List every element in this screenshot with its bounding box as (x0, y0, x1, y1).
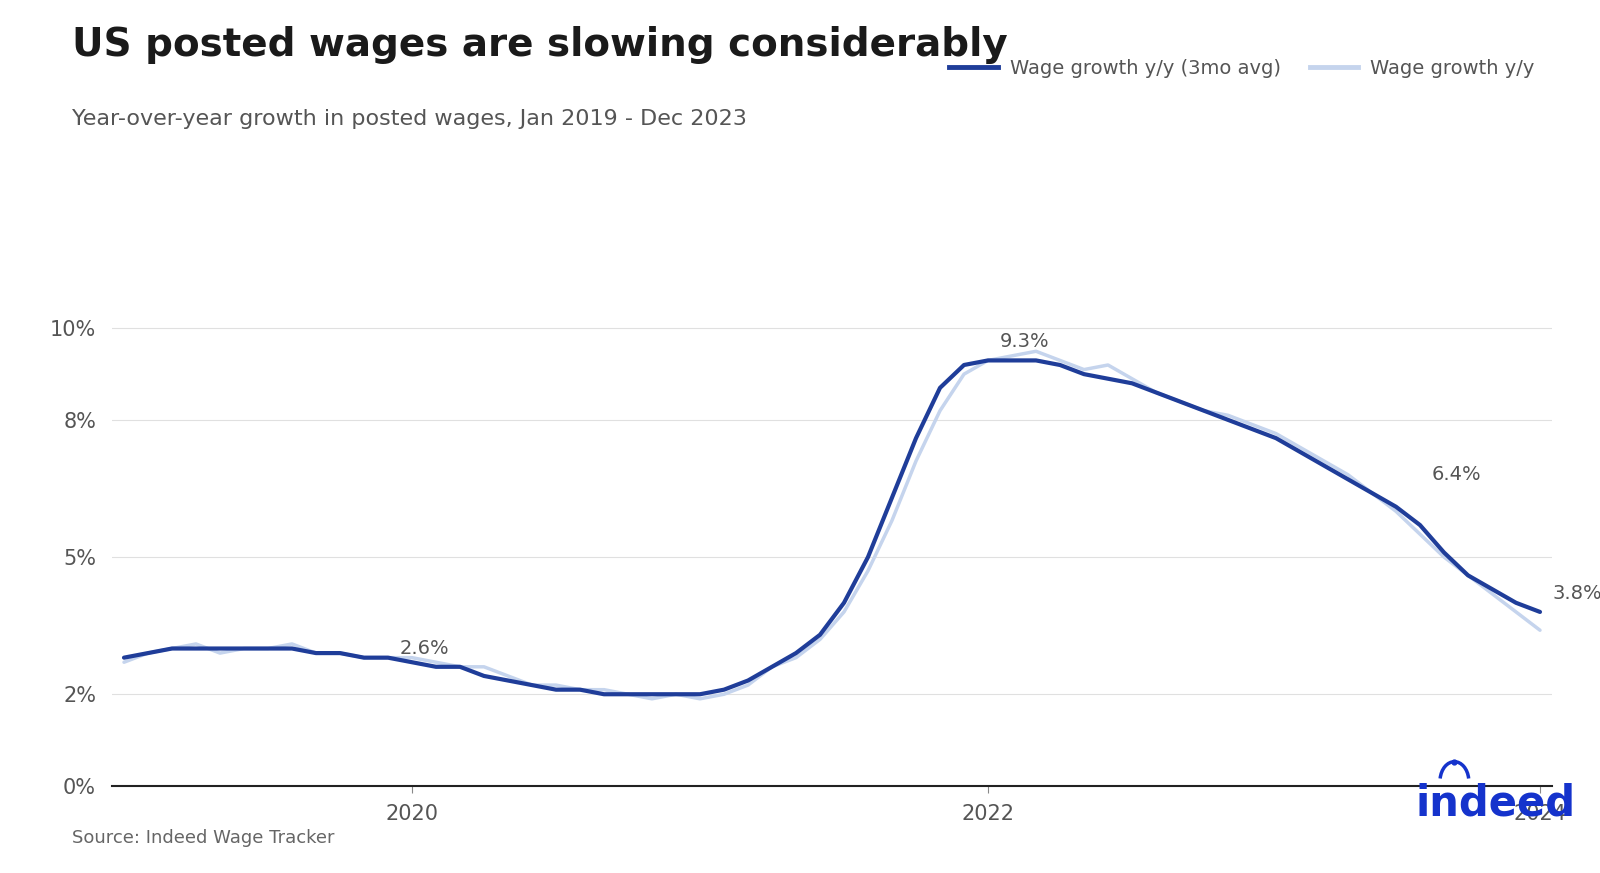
Text: 3.8%: 3.8% (1552, 584, 1600, 602)
Legend: Wage growth y/y (3mo avg), Wage growth y/y: Wage growth y/y (3mo avg), Wage growth y… (942, 52, 1542, 86)
Text: indeed: indeed (1416, 783, 1576, 825)
Text: Year-over-year growth in posted wages, Jan 2019 - Dec 2023: Year-over-year growth in posted wages, J… (72, 109, 747, 129)
Text: US posted wages are slowing considerably: US posted wages are slowing considerably (72, 26, 1008, 65)
Text: 6.4%: 6.4% (1432, 465, 1482, 484)
Text: Source: Indeed Wage Tracker: Source: Indeed Wage Tracker (72, 828, 334, 847)
Text: 2.6%: 2.6% (400, 639, 450, 657)
Text: 9.3%: 9.3% (1000, 333, 1050, 351)
